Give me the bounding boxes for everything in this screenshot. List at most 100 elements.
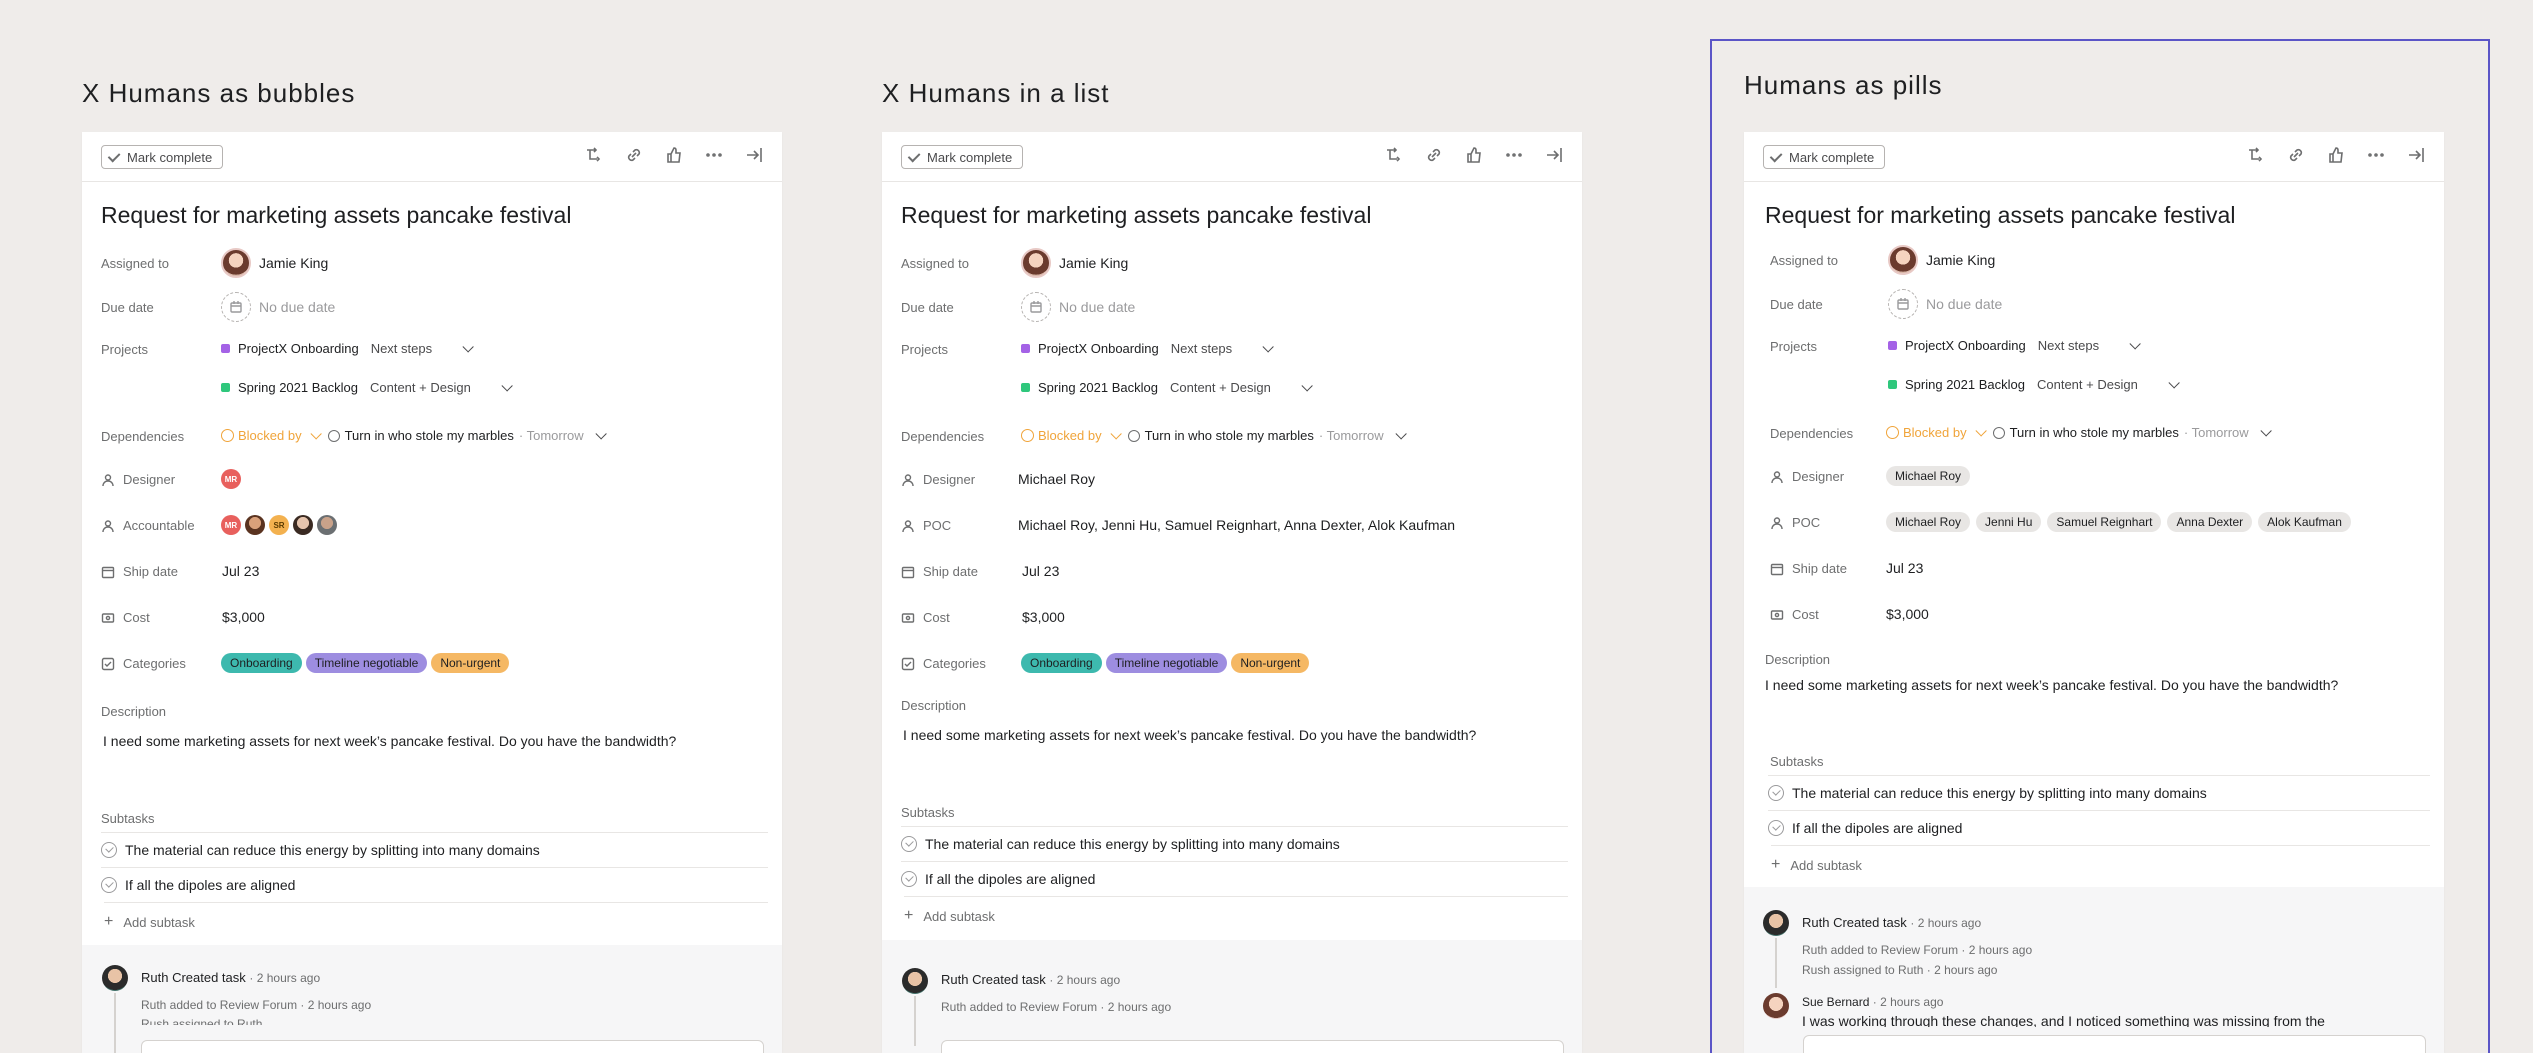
- project-2[interactable]: Spring 2021 Backlog Content + Design: [1021, 379, 1313, 395]
- description-text[interactable]: I need some marketing assets for next we…: [103, 733, 677, 749]
- chevron-down-icon[interactable]: [1262, 340, 1274, 353]
- link-icon[interactable]: [624, 144, 644, 166]
- projects-label: Projects: [101, 342, 148, 357]
- task-title[interactable]: Request for marketing assets pancake fes…: [1765, 202, 2236, 228]
- add-subtask-button[interactable]: + Add subtask: [1771, 845, 2430, 874]
- like-icon[interactable]: [1464, 144, 1484, 166]
- subtask-row[interactable]: The material can reduce this energy by s…: [101, 832, 768, 867]
- like-icon[interactable]: [2326, 144, 2346, 166]
- check-circle-icon[interactable]: [901, 871, 917, 887]
- project-section[interactable]: Next steps: [370, 341, 433, 356]
- comment-box[interactable]: [1803, 1035, 2426, 1053]
- task-title[interactable]: Request for marketing assets pancake fes…: [901, 202, 1372, 228]
- dependency-task[interactable]: Turn in who stole my marbles · Tomorrow: [1992, 424, 2272, 440]
- cost-value[interactable]: $3,000: [1886, 606, 1929, 622]
- task-title[interactable]: Request for marketing assets pancake fes…: [101, 202, 572, 228]
- subtask-row[interactable]: The material can reduce this energy by s…: [901, 826, 1568, 861]
- designer-value[interactable]: Michael Roy: [1018, 471, 1096, 487]
- chevron-down-icon[interactable]: [2168, 376, 2180, 389]
- poc-field[interactable]: Michael Roy Jenni Hu Samuel Reignhart An…: [1886, 512, 2351, 532]
- due-date-field[interactable]: No due date: [1021, 292, 1135, 322]
- subtask-row[interactable]: If all the dipoles are aligned: [101, 867, 768, 902]
- assignee[interactable]: Jamie King: [1021, 248, 1128, 278]
- subtask-row[interactable]: The material can reduce this energy by s…: [1768, 775, 2430, 810]
- close-pane-icon[interactable]: [1544, 144, 1564, 166]
- link-icon[interactable]: [1424, 144, 1444, 166]
- category-tag[interactable]: Onboarding: [1021, 653, 1102, 673]
- subtask-icon[interactable]: [1384, 144, 1404, 166]
- category-tag[interactable]: Non-urgent: [1231, 653, 1310, 673]
- category-tag[interactable]: Onboarding: [221, 653, 302, 673]
- subtask-icon[interactable]: [2246, 144, 2266, 166]
- assignee[interactable]: Jamie King: [221, 248, 328, 278]
- designer-field[interactable]: Michael Roy: [1886, 466, 1971, 486]
- subtask-row[interactable]: If all the dipoles are aligned: [1768, 810, 2430, 845]
- project-section[interactable]: Next steps: [2037, 338, 2100, 353]
- add-subtask-button[interactable]: + Add subtask: [104, 902, 768, 931]
- person-pill[interactable]: Jenni Hu: [1976, 512, 2042, 532]
- category-tag[interactable]: Timeline negotiable: [305, 653, 428, 673]
- accountable-label: Accountable: [101, 518, 195, 533]
- close-pane-icon[interactable]: [744, 144, 764, 166]
- dependency-task[interactable]: Turn in who stole my marbles · Tomorrow: [327, 427, 607, 443]
- more-icon[interactable]: [2366, 144, 2386, 166]
- project-section[interactable]: Content + Design: [2036, 377, 2138, 392]
- ship-date-value[interactable]: Jul 23: [222, 563, 260, 579]
- categories-field[interactable]: Onboarding Timeline negotiable Non-urgen…: [1021, 653, 1310, 673]
- ship-date-value[interactable]: Jul 23: [1886, 560, 1924, 576]
- like-icon[interactable]: [664, 144, 684, 166]
- add-subtask-button[interactable]: + Add subtask: [904, 896, 1568, 925]
- categories-field[interactable]: Onboarding Timeline negotiable Non-urgen…: [221, 653, 510, 673]
- person-pill[interactable]: Samuel Reignhart: [2047, 512, 2162, 532]
- description-text[interactable]: I need some marketing assets for next we…: [1765, 677, 2339, 693]
- project-1[interactable]: ProjectX Onboarding Next steps: [221, 340, 474, 356]
- more-icon[interactable]: [704, 144, 724, 166]
- comment-box[interactable]: [941, 1040, 1564, 1053]
- category-tag[interactable]: Timeline negotiable: [1105, 653, 1228, 673]
- more-icon[interactable]: [1504, 144, 1524, 166]
- dependency-task[interactable]: Turn in who stole my marbles · Tomorrow: [1127, 427, 1407, 443]
- project-1[interactable]: ProjectX Onboarding Next steps: [1021, 340, 1274, 356]
- due-date-field[interactable]: No due date: [221, 292, 335, 322]
- assignee[interactable]: Jamie King: [1888, 245, 1995, 275]
- link-icon[interactable]: [2286, 144, 2306, 166]
- cost-value[interactable]: $3,000: [1022, 609, 1065, 625]
- project-2[interactable]: Spring 2021 Backlog Content + Design: [221, 379, 513, 395]
- description-text[interactable]: I need some marketing assets for next we…: [903, 727, 1477, 743]
- blocked-by-dropdown[interactable]: Blocked by: [1886, 424, 1987, 440]
- cost-value[interactable]: $3,000: [222, 609, 265, 625]
- close-pane-icon[interactable]: [2406, 144, 2426, 166]
- project-2[interactable]: Spring 2021 Backlog Content + Design: [1888, 376, 2180, 392]
- check-circle-icon[interactable]: [101, 877, 117, 893]
- mark-complete-button[interactable]: Mark complete: [101, 145, 224, 169]
- due-date-field[interactable]: No due date: [1888, 289, 2002, 319]
- chevron-down-icon[interactable]: [462, 340, 474, 353]
- check-circle-icon[interactable]: [901, 836, 917, 852]
- blocked-by-dropdown[interactable]: Blocked by: [221, 427, 322, 443]
- chevron-down-icon[interactable]: [1301, 379, 1313, 392]
- blocked-by-dropdown[interactable]: Blocked by: [1021, 427, 1122, 443]
- check-circle-icon[interactable]: [1768, 785, 1784, 801]
- comment-box[interactable]: [141, 1040, 764, 1053]
- subtask-row[interactable]: If all the dipoles are aligned: [901, 861, 1568, 896]
- accountable-field[interactable]: MR SR: [221, 515, 337, 535]
- project-section[interactable]: Next steps: [1170, 341, 1233, 356]
- poc-value[interactable]: Michael Roy, Jenni Hu, Samuel Reignhart,…: [1018, 517, 1456, 533]
- check-circle-icon[interactable]: [1768, 820, 1784, 836]
- ship-date-value[interactable]: Jul 23: [1022, 563, 1060, 579]
- chevron-down-icon[interactable]: [2129, 337, 2141, 350]
- project-section[interactable]: Content + Design: [369, 380, 471, 395]
- person-pill[interactable]: Michael Roy: [1886, 466, 1971, 486]
- project-section[interactable]: Content + Design: [1169, 380, 1271, 395]
- chevron-down-icon[interactable]: [501, 379, 513, 392]
- category-tag[interactable]: Non-urgent: [431, 653, 510, 673]
- person-pill[interactable]: Alok Kaufman: [2258, 512, 2351, 532]
- project-1[interactable]: ProjectX Onboarding Next steps: [1888, 337, 2141, 353]
- designer-field[interactable]: MR: [221, 469, 241, 489]
- person-pill[interactable]: Michael Roy: [1886, 512, 1971, 532]
- mark-complete-button[interactable]: Mark complete: [901, 145, 1024, 169]
- person-pill[interactable]: Anna Dexter: [2167, 512, 2253, 532]
- check-circle-icon[interactable]: [101, 842, 117, 858]
- subtask-icon[interactable]: [584, 144, 604, 166]
- mark-complete-button[interactable]: Mark complete: [1763, 145, 1886, 169]
